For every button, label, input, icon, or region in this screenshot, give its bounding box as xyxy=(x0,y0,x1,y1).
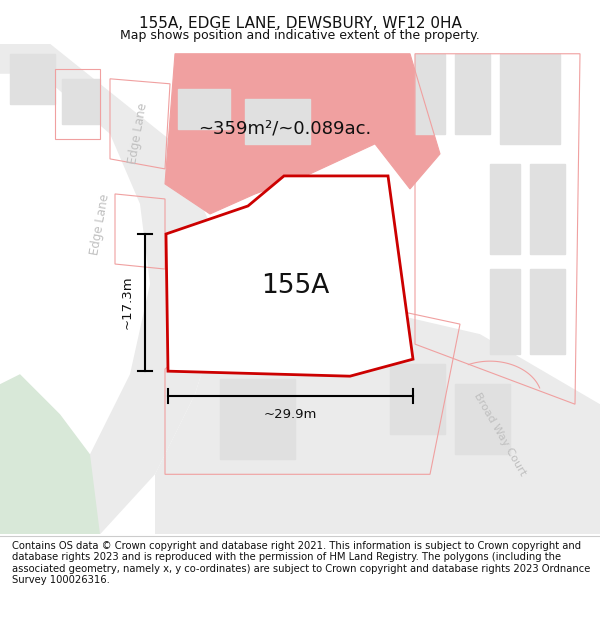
Polygon shape xyxy=(415,54,445,134)
Polygon shape xyxy=(455,54,490,134)
Text: Edge Lane: Edge Lane xyxy=(88,192,112,256)
Polygon shape xyxy=(155,304,600,534)
Text: Map shows position and indicative extent of the property.: Map shows position and indicative extent… xyxy=(120,29,480,42)
Text: 155A, EDGE LANE, DEWSBURY, WF12 0HA: 155A, EDGE LANE, DEWSBURY, WF12 0HA xyxy=(139,16,461,31)
Text: Contains OS data © Crown copyright and database right 2021. This information is : Contains OS data © Crown copyright and d… xyxy=(12,541,590,586)
Polygon shape xyxy=(10,54,55,104)
Polygon shape xyxy=(0,44,600,534)
Polygon shape xyxy=(530,269,565,354)
Polygon shape xyxy=(455,384,510,454)
Polygon shape xyxy=(245,99,310,144)
Polygon shape xyxy=(490,164,520,254)
Text: Broad Way Court: Broad Way Court xyxy=(472,391,528,478)
Text: 155A: 155A xyxy=(261,273,329,299)
Polygon shape xyxy=(500,54,560,144)
Polygon shape xyxy=(390,364,445,434)
Polygon shape xyxy=(195,224,255,274)
Polygon shape xyxy=(178,89,230,129)
Text: ~17.3m: ~17.3m xyxy=(121,276,133,329)
Polygon shape xyxy=(165,54,440,214)
Polygon shape xyxy=(220,379,295,459)
Polygon shape xyxy=(0,44,220,534)
Polygon shape xyxy=(0,374,100,534)
Polygon shape xyxy=(530,164,565,254)
Text: ~29.9m: ~29.9m xyxy=(264,408,317,421)
Polygon shape xyxy=(62,79,100,124)
Polygon shape xyxy=(166,176,413,376)
Polygon shape xyxy=(490,269,520,354)
Text: Edge Lane: Edge Lane xyxy=(126,102,150,166)
Text: ~359m²/~0.089ac.: ~359m²/~0.089ac. xyxy=(199,120,371,138)
